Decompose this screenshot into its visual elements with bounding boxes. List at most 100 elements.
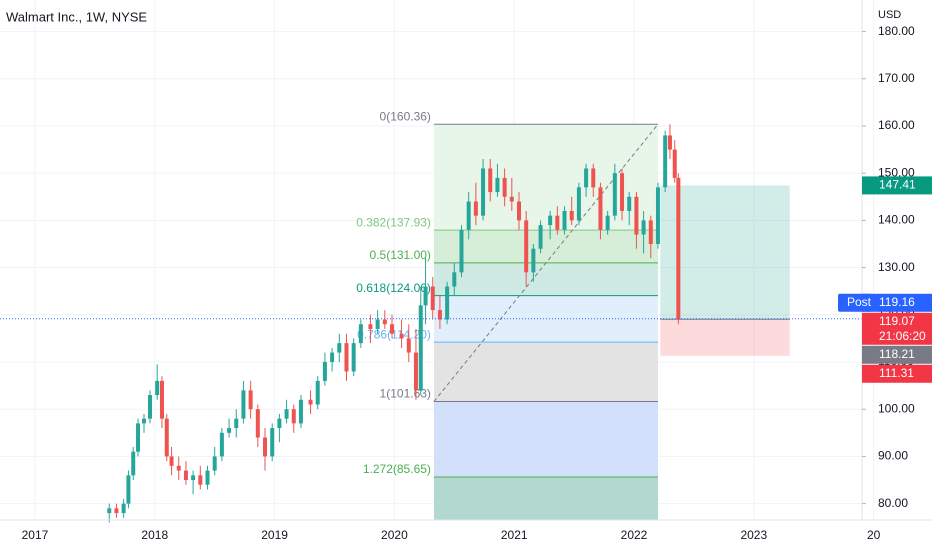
- candle-body: [375, 319, 380, 329]
- candle-body: [298, 399, 303, 424]
- candle-body: [524, 220, 529, 273]
- candle-body: [423, 286, 428, 306]
- fib-zone: [433, 476, 658, 520]
- profit-zone: [660, 185, 790, 320]
- candle-body: [277, 418, 282, 429]
- candle-body: [562, 210, 567, 230]
- x-tick-label: 2022: [621, 528, 648, 542]
- candle-body: [569, 210, 574, 221]
- candle-body: [516, 201, 521, 221]
- y-tick-label: 140.00: [878, 213, 915, 227]
- candle-body: [598, 187, 603, 230]
- price-label-text: 111.31: [879, 366, 914, 380]
- candle-body: [502, 177, 507, 197]
- price-label: [862, 293, 932, 312]
- candle-body: [576, 187, 581, 221]
- candle-body: [473, 201, 478, 216]
- candle-body: [322, 362, 327, 381]
- candle-body: [344, 343, 349, 372]
- candle-body: [634, 196, 639, 235]
- candle-body: [584, 168, 589, 188]
- candle-body: [212, 456, 217, 471]
- candle-body: [255, 409, 260, 438]
- candle-body: [390, 324, 395, 334]
- candle-body: [531, 248, 536, 273]
- candle-body: [548, 215, 553, 226]
- candle-body: [308, 399, 313, 405]
- candle-body: [399, 333, 404, 339]
- candle-body: [147, 395, 152, 419]
- y-tick-label: 180.00: [878, 24, 915, 38]
- currency: USD: [878, 9, 901, 21]
- candle-body: [142, 418, 147, 424]
- candle-body: [351, 343, 356, 372]
- candle-body: [241, 390, 246, 419]
- candle-body: [183, 470, 188, 481]
- candle-body: [126, 475, 131, 504]
- candle-body: [234, 418, 239, 429]
- fib-zone: [433, 230, 658, 263]
- candle-body: [382, 319, 387, 325]
- candle-body: [509, 196, 514, 202]
- candle-body: [538, 225, 543, 249]
- x-tick-label: 2020: [381, 528, 408, 542]
- fib-trend: [433, 123, 659, 402]
- post-tag-text: Post: [847, 295, 872, 309]
- price-label-text: 118.21: [879, 347, 915, 361]
- candle-body: [284, 409, 289, 419]
- price-label: [862, 345, 932, 364]
- x-tick-label: 2019: [261, 528, 288, 542]
- fib-label: 0.382(137.93): [356, 215, 431, 229]
- fib-label: 1(101.63): [380, 387, 431, 401]
- fib-label: 0.618(124.06): [356, 281, 431, 295]
- candle-body: [270, 428, 275, 457]
- candle-body: [418, 305, 423, 391]
- candle-body: [612, 173, 617, 216]
- x-tick-label: 2021: [501, 528, 528, 542]
- candle-body: [107, 508, 112, 514]
- candle-body: [263, 437, 268, 457]
- y-tick-label: 130.00: [878, 260, 915, 274]
- candle-body: [198, 475, 203, 485]
- candle-body: [672, 149, 677, 178]
- candle-body: [641, 220, 646, 235]
- candle-body: [155, 380, 160, 396]
- y-tick-label: 100.00: [878, 401, 915, 415]
- candle-body: [136, 423, 141, 452]
- y-tick-label: 150.00: [878, 165, 915, 179]
- y-tick-label: 170.00: [878, 71, 915, 85]
- candle-body: [227, 428, 232, 433]
- candle-body: [330, 352, 335, 363]
- fib-label: 0.786(114.20): [357, 327, 431, 341]
- price-label: [862, 312, 932, 345]
- candle-body: [368, 324, 373, 329]
- candle-body: [676, 177, 681, 320]
- candle-body: [114, 508, 119, 514]
- candle-body: [413, 352, 418, 391]
- y-tick-label: 90.00: [878, 449, 908, 463]
- candle-body: [459, 229, 464, 273]
- candle-body: [667, 135, 672, 150]
- post-tag: [838, 293, 872, 312]
- price-label-text: 147.41: [879, 178, 916, 192]
- candle-body: [315, 380, 320, 405]
- candle-body: [495, 177, 500, 193]
- candle-body: [159, 380, 164, 419]
- price-label-time: 21:06:20: [879, 329, 926, 343]
- fib-zone: [433, 262, 658, 296]
- fib-zone: [433, 401, 658, 477]
- fib-zone: [433, 342, 658, 402]
- candle-body: [663, 135, 668, 188]
- candle-body: [655, 187, 660, 244]
- candle-body: [452, 272, 457, 287]
- candle-body: [131, 451, 136, 476]
- y-tick-label: 160.00: [878, 118, 915, 132]
- candle-body: [406, 338, 411, 353]
- candle-body: [481, 168, 486, 216]
- candle-body: [605, 215, 610, 230]
- candle-body: [205, 470, 210, 485]
- fib-label: 0(160.36): [380, 109, 431, 123]
- candle-body: [291, 409, 296, 424]
- x-tick-label: 2018: [141, 528, 168, 542]
